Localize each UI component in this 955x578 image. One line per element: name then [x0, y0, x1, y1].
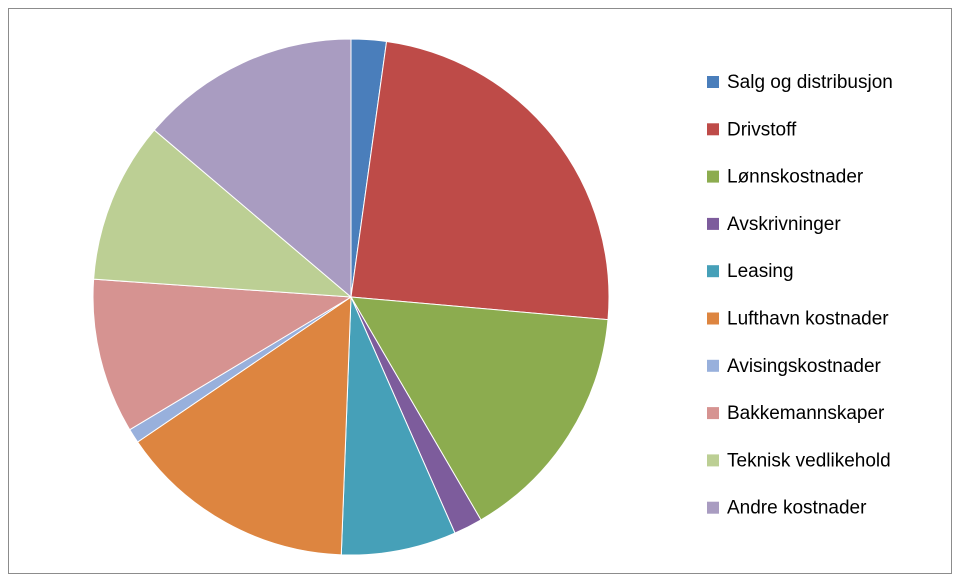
- legend-label: Bakkemannskaper: [727, 403, 885, 424]
- legend-label: Avisingskostnader: [727, 356, 882, 377]
- legend-label: Leasing: [727, 261, 794, 282]
- legend-swatch: [707, 407, 719, 420]
- pie-slice: [93, 129, 353, 298]
- legend-label: Teknisk vedlikehold: [727, 450, 891, 471]
- legend-swatch: [707, 123, 719, 136]
- legend-label: Avskrivninger: [727, 214, 841, 235]
- legend-swatch: [707, 312, 719, 325]
- legend-swatch: [707, 501, 719, 514]
- legend-swatch: [707, 454, 719, 467]
- pie-slice: [340, 296, 456, 556]
- legend-swatch: [707, 265, 719, 278]
- pie-slice: [136, 296, 352, 556]
- legend-swatch: [707, 76, 719, 88]
- pie-slice: [92, 278, 353, 431]
- legend-label: Drivstoff: [727, 119, 797, 140]
- legend-swatch: [707, 170, 719, 183]
- pie-slice: [350, 296, 609, 521]
- legend-label: Andre kostnader: [727, 498, 867, 519]
- legend-swatch: [707, 217, 719, 230]
- legend-label: Salg og distribusjon: [727, 72, 893, 93]
- pie-slice: [350, 40, 610, 321]
- legend-label: Lønnskostnader: [727, 167, 864, 188]
- pie-slice: [153, 38, 352, 299]
- legend-swatch: [707, 359, 719, 372]
- legend-label: Lufthavn kostnader: [727, 309, 889, 330]
